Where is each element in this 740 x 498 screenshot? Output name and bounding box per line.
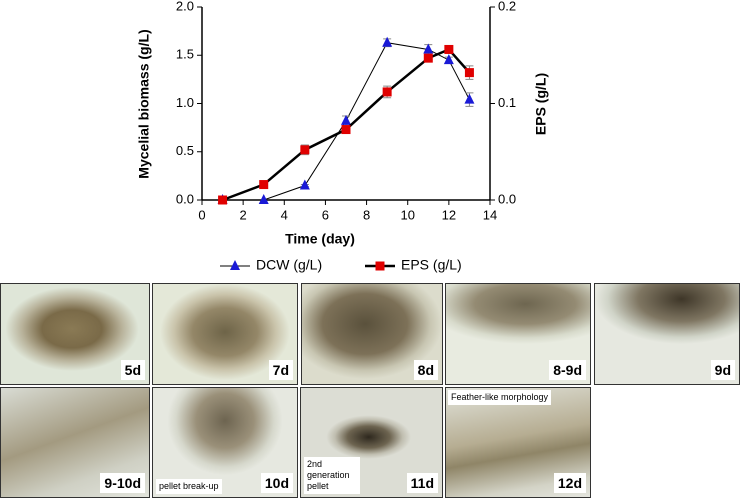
photo-panel: 9-10d <box>0 387 150 498</box>
panel-label: 7d <box>268 360 293 380</box>
series-line <box>222 42 470 201</box>
photo-panel: 10d pellet break-up <box>152 387 298 498</box>
y2-axis-label: EPS (g/L) <box>533 73 549 135</box>
x-tick-label: 14 <box>483 207 497 222</box>
y2-tick-label: 0.2 <box>498 0 516 13</box>
panel-label: 10d <box>260 473 293 493</box>
photo-panel: 11d 2nd generation pellet <box>300 387 443 498</box>
x-tick-label: 10 <box>400 207 414 222</box>
data-point <box>341 114 351 125</box>
data-point <box>300 145 310 155</box>
y-tick-label: 2.0 <box>176 0 194 13</box>
y2-tick-label: 0.1 <box>498 95 516 110</box>
panel-label: 8d <box>413 360 438 380</box>
data-point <box>464 93 475 104</box>
legend-marker <box>375 261 385 271</box>
photo-panel: 5d <box>0 283 150 385</box>
panel-label: 11d <box>406 473 438 493</box>
photo-panel: 12d Feather-like morphology <box>445 387 591 498</box>
y-tick-label: 0.0 <box>176 191 194 206</box>
data-point <box>382 87 392 97</box>
data-point <box>444 44 454 54</box>
y-axis-label: Mycelial biomass (g/L) <box>136 29 152 178</box>
legend-label: EPS (g/L) <box>401 257 462 273</box>
x-tick-label: 0 <box>198 207 205 222</box>
photo-panel: 7d <box>152 283 298 385</box>
legend-label: DCW (g/L) <box>256 257 322 273</box>
data-point <box>443 54 454 65</box>
y-tick-label: 1.5 <box>176 47 194 62</box>
y2-tick-label: 0.0 <box>498 191 516 206</box>
x-axis-label: Time (day) <box>285 231 355 247</box>
data-point <box>382 36 393 47</box>
legend-marker <box>230 260 240 270</box>
y-tick-label: 1.0 <box>176 95 194 110</box>
x-tick-label: 4 <box>281 207 288 222</box>
data-point <box>464 68 474 78</box>
panel-label: 9d <box>710 360 735 380</box>
panel-label: 9-10d <box>100 473 145 493</box>
panel-label: 12d <box>553 473 586 493</box>
x-tick-label: 2 <box>240 207 247 222</box>
x-tick-label: 6 <box>322 207 329 222</box>
data-point <box>218 195 228 205</box>
chart: Time (day) Mycelial biomass (g/L) EPS (g… <box>136 0 549 273</box>
x-tick-label: 8 <box>363 207 370 222</box>
panel-caption: Feather-like morphology <box>448 390 552 405</box>
panel-caption: pellet break-up <box>156 479 222 494</box>
panel-label: 5d <box>120 360 145 380</box>
data-point <box>423 53 433 63</box>
data-point <box>258 194 269 204</box>
photo-panel: 8d <box>301 283 443 385</box>
panel-label: 8-9d <box>549 360 586 380</box>
data-point <box>423 43 434 54</box>
data-point <box>341 125 351 135</box>
photo-panel: 9d <box>594 283 740 385</box>
panel-caption: 2nd generation pellet <box>304 457 360 494</box>
data-point <box>299 179 310 190</box>
y-tick-label: 0.5 <box>176 143 194 158</box>
x-tick-label: 12 <box>442 207 456 222</box>
data-point <box>259 180 269 190</box>
photo-panel: 8-9d <box>445 283 591 385</box>
